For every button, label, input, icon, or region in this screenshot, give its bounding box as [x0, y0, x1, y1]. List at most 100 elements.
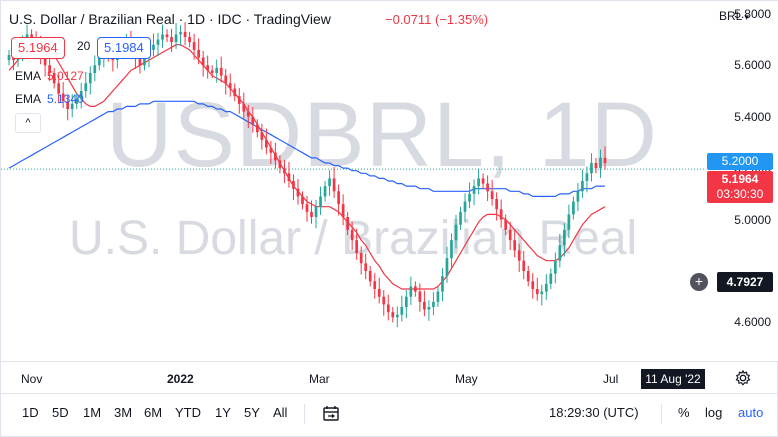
- candle-body: [377, 289, 381, 297]
- ema-fast-label: EMA: [15, 69, 42, 83]
- candle-body: [535, 289, 539, 295]
- percent-scale-toggle[interactable]: %: [678, 405, 690, 420]
- candle-body: [432, 301, 435, 307]
- toolbar-divider: [661, 404, 662, 424]
- time-tick: May: [455, 372, 478, 386]
- candle-body: [79, 91, 83, 99]
- candle-body: [368, 271, 372, 282]
- candle-body: [283, 168, 286, 174]
- candle-body: [84, 83, 88, 91]
- candle-body: [553, 260, 557, 274]
- candle-body: [418, 291, 422, 302]
- auto-scale-toggle[interactable]: auto: [738, 405, 764, 420]
- candle-body: [332, 178, 336, 192]
- candle-body: [427, 307, 431, 310]
- candle-body: [170, 37, 173, 43]
- candle-body: [48, 65, 51, 73]
- range-6m-button[interactable]: 6M: [144, 405, 163, 420]
- candle-body: [192, 42, 196, 50]
- candle-body: [228, 83, 232, 89]
- candle-body: [165, 34, 169, 37]
- candle-body: [337, 191, 340, 205]
- candle-body: [364, 263, 368, 271]
- candle-body: [66, 101, 70, 109]
- price-tick: 5.6000: [734, 58, 771, 73]
- log-scale-toggle[interactable]: log: [705, 405, 723, 420]
- gear-icon[interactable]: [734, 369, 752, 387]
- bb-lower-value[interactable]: 5.1964: [11, 37, 65, 59]
- bottom-toolbar: 1D 5D 1M 3M 6M YTD 1Y 5Y All 18:29:30 (U…: [1, 393, 778, 433]
- price-tick: 5.0000: [734, 212, 771, 227]
- candle-body: [404, 296, 408, 307]
- candle-body: [61, 93, 65, 102]
- range-3m-button[interactable]: 3M: [114, 405, 133, 420]
- candle-body: [400, 307, 404, 315]
- candle-body: [310, 211, 313, 217]
- candle-body: [585, 173, 589, 181]
- range-1m-button[interactable]: 1M: [83, 405, 102, 420]
- toolbar-divider: [304, 404, 305, 424]
- candle-body: [328, 178, 331, 187]
- range-5y-button[interactable]: 5Y: [244, 405, 260, 420]
- time-axis[interactable]: Nov 2022 Mar May Jul 11 Aug '22: [1, 361, 778, 391]
- range-5d-button[interactable]: 5D: [52, 405, 69, 420]
- candle-body: [287, 173, 291, 181]
- candle-body: [459, 211, 462, 225]
- candle-body: [156, 39, 160, 45]
- candle-body: [441, 276, 444, 292]
- candle-body: [161, 34, 164, 40]
- ema-price-tag: 5.2000: [707, 153, 773, 170]
- time-tick: Mar: [309, 372, 330, 386]
- candle-body: [386, 304, 390, 313]
- candle-body: [414, 286, 417, 292]
- candle-body: [391, 312, 395, 318]
- candle-body: [260, 132, 264, 140]
- candle-body: [278, 160, 282, 169]
- candle-body: [52, 73, 56, 84]
- crosshair-price-tag: 4.7927: [717, 272, 773, 292]
- range-all-button[interactable]: All: [273, 405, 288, 420]
- candle-body: [581, 181, 584, 192]
- candle-body: [508, 229, 512, 241]
- candle-body: [75, 98, 79, 104]
- candle-body: [305, 204, 309, 212]
- candle-body: [513, 240, 517, 251]
- candle-body: [138, 57, 142, 66]
- candle-body: [97, 57, 101, 66]
- candle-body: [359, 253, 363, 264]
- candle-body: [590, 163, 593, 174]
- candle-body: [246, 111, 250, 117]
- bar-countdown: 03:30:30: [716, 187, 764, 201]
- time-tick: 2022: [167, 372, 194, 386]
- candle-body: [540, 291, 544, 295]
- candle-body: [210, 70, 214, 73]
- ema-slow-legend[interactable]: EMA 5.1340: [15, 92, 84, 106]
- utc-clock[interactable]: 18:29:30 (UTC): [549, 405, 639, 420]
- candle-body: [265, 139, 268, 148]
- candle-body: [215, 67, 219, 73]
- legend-title[interactable]: U.S. Dollar / Brazilian Real · 1D · IDC …: [9, 11, 331, 27]
- candle-body: [206, 65, 210, 71]
- candle-body: [30, 34, 33, 40]
- chart-plot-area[interactable]: USDBRL, 1D U.S. Dollar / Brazilian Real …: [1, 1, 705, 361]
- candle-body: [603, 157, 607, 163]
- plus-circle-icon[interactable]: +: [690, 273, 708, 291]
- candle-body: [450, 240, 453, 259]
- candle-body: [522, 260, 526, 271]
- candle-body: [355, 240, 359, 253]
- candle-body: [499, 209, 503, 220]
- candle-body: [395, 314, 399, 318]
- currency-selector[interactable]: BRL ▾: [719, 9, 749, 23]
- bb-upper-value[interactable]: 5.1984: [97, 37, 151, 59]
- candle-body: [382, 296, 386, 305]
- range-1y-button[interactable]: 1Y: [215, 405, 231, 420]
- price-axis[interactable]: BRL▾ 5.8000 5.6000 5.4000 5.2000 5.0000 4.600…: [705, 1, 778, 361]
- ema-fast-legend[interactable]: EMA 5.0127: [15, 69, 84, 83]
- range-ytd-button[interactable]: YTD: [175, 405, 201, 420]
- candle-body: [346, 217, 349, 230]
- calendar-range-icon[interactable]: [321, 404, 341, 424]
- range-1d-button[interactable]: 1D: [22, 405, 39, 420]
- chevron-up-icon[interactable]: ^: [15, 113, 41, 133]
- ema-slow-value: 5.1340: [47, 92, 84, 106]
- candle-body: [242, 103, 246, 112]
